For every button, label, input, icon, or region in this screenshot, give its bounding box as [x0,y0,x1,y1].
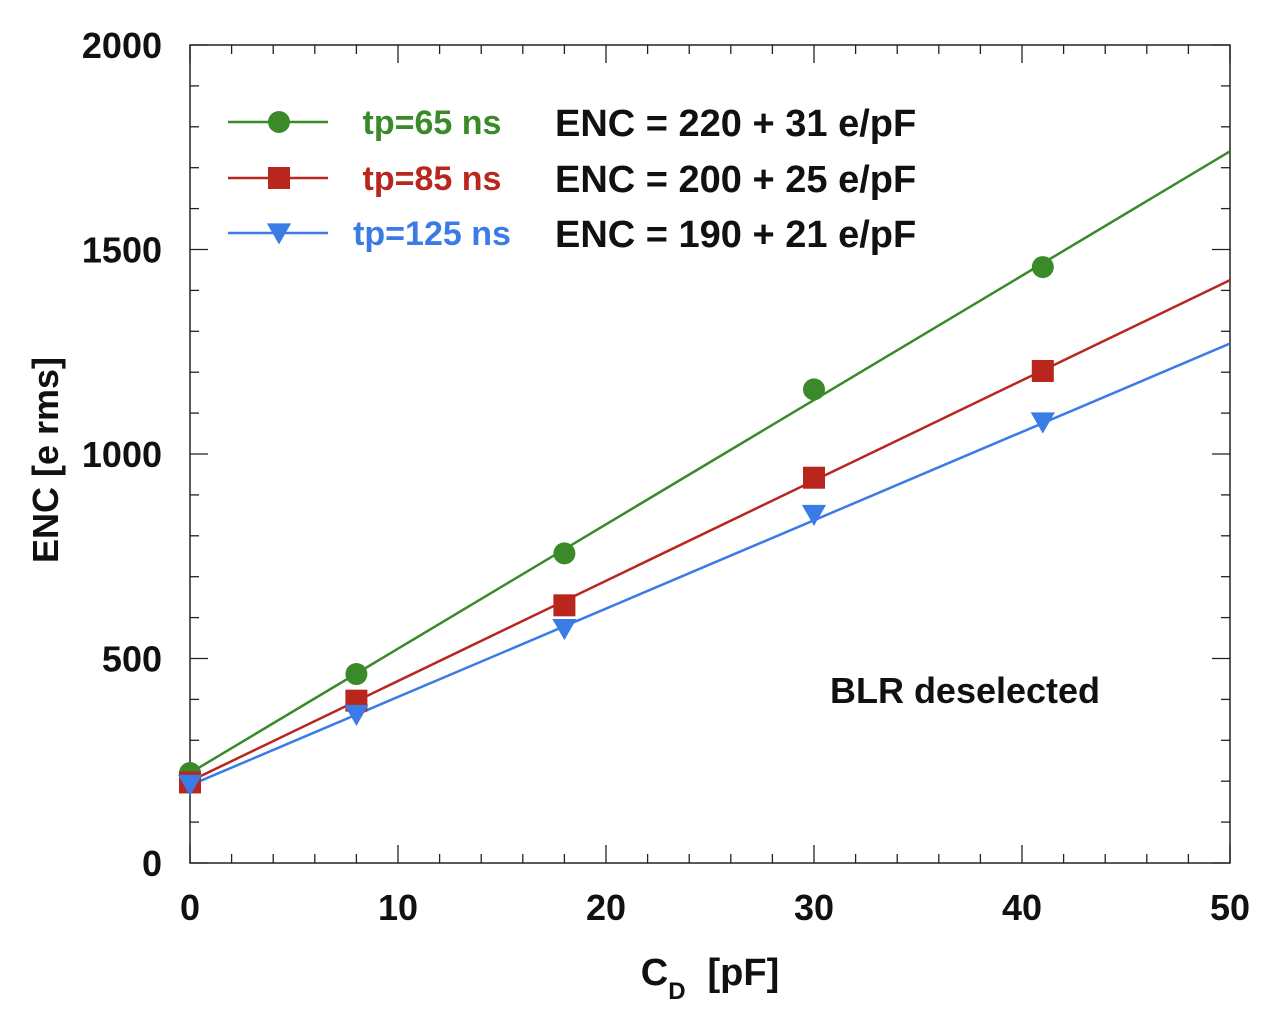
x-tick-label: 0 [180,887,200,928]
data-point-series-2 [803,466,825,489]
x-axis-label-sub: D [668,978,685,1005]
data-point-series-3 [1030,412,1055,434]
y-tick-label: 1000 [82,434,162,475]
y-axis-label: ENC [e rms] [25,357,66,563]
data-point-series-1 [803,378,825,401]
data-markers [177,256,1055,796]
legend-label-2: tp=85 ns [363,160,502,198]
x-axis-label-unit: [pF] [708,952,780,994]
x-axis-label: CD [pF] [641,952,780,1005]
data-point-series-3 [801,504,827,527]
data-point-series-1 [553,542,576,565]
legend-marker-1 [268,111,290,133]
y-tick-label: 0 [142,843,162,884]
legend: tp=65 ns ENC = 220 + 31 e/pF tp=85 ns ENC =… [228,103,916,256]
x-tick-label: 10 [378,887,418,928]
legend-marker-3 [266,223,292,245]
annotation-blr: BLR deselected [830,670,1100,711]
y-tick-label: 2000 [82,25,162,66]
x-tick-label: 40 [1002,887,1042,928]
data-point-series-3 [177,774,203,796]
legend-fit-2: ENC = 200 + 25 e/pF [555,159,916,201]
x-tick-label: 50 [1210,887,1250,928]
y-tick-label: 1500 [82,230,162,271]
data-point-series-1 [345,663,368,686]
legend-label-1: tp=65 ns [363,104,502,142]
x-tick-label: 20 [586,887,626,928]
x-tick-labels: 0 10 20 30 40 50 [180,887,1250,928]
x-axis-label-main: C [641,952,668,994]
legend-label-3: tp=125 ns [353,215,511,253]
data-point-series-1 [1031,256,1054,279]
legend-marker-2 [268,167,290,189]
legend-fit-1: ENC = 220 + 31 e/pF [555,103,916,145]
x-tick-label: 30 [794,887,834,928]
y-tick-labels: 0 500 1000 1500 2000 [82,25,162,884]
fit-line-3 [190,342,1230,787]
legend-fit-3: ENC = 190 + 21 e/pF [555,214,916,256]
y-tick-label: 500 [102,639,162,680]
axis-ticks [189,44,1231,864]
data-point-series-3 [552,618,577,641]
data-point-series-3 [344,704,369,727]
data-point-series-2 [553,594,576,617]
data-point-series-2 [1031,359,1054,382]
